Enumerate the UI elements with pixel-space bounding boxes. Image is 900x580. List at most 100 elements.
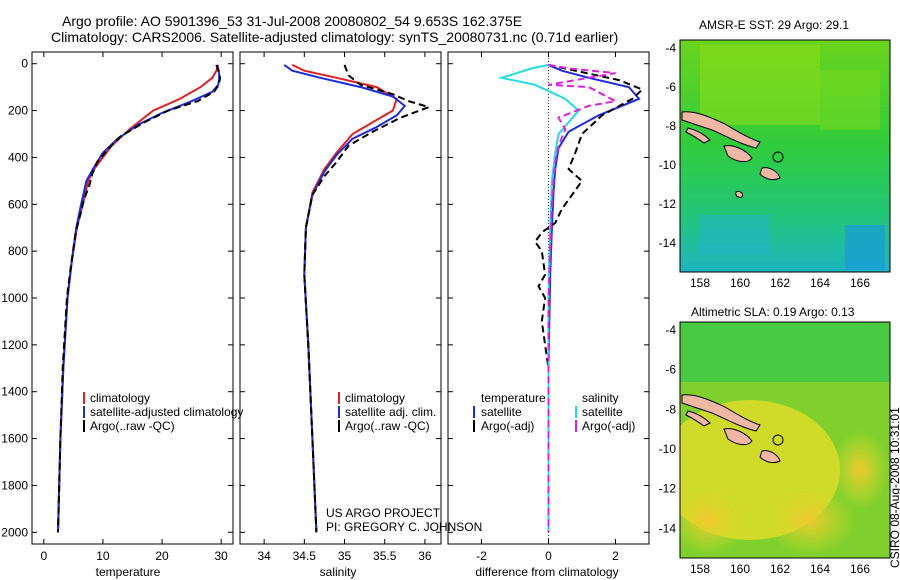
salinity-legend: climatology satellite adj. clim. Argo(..… (338, 391, 436, 433)
float-marker (772, 434, 784, 446)
y-tick-label: 1000 (1, 291, 28, 305)
sla-high-patch (830, 430, 890, 510)
legend-temp-argo: Argo(-adj) (481, 419, 534, 433)
series-line-climatology (291, 63, 399, 533)
sst-cool-patch (700, 215, 770, 255)
x-tick-label: 35 (338, 549, 352, 563)
map-y-tick-label: -4 (665, 41, 676, 55)
pi-credit: PI: GREGORY C. JOHNSON (326, 520, 483, 534)
map-y-tick-label: -6 (665, 80, 676, 94)
sla-upper-band (680, 322, 890, 382)
y-tick-label: 600 (8, 197, 28, 211)
salinity-panel-frame (239, 51, 442, 545)
x-tick-label: 20 (155, 549, 169, 563)
x-tick-label: 0 (545, 549, 552, 563)
sst-islands (681, 111, 781, 198)
sst-map-frame (679, 39, 891, 273)
island (685, 127, 711, 144)
x-tick-label: 36 (418, 549, 432, 563)
salinity-axis-label: salinity (320, 565, 357, 579)
temperature-axis-label: temperature (96, 565, 161, 579)
chart-title-line2: Climatology: CARS2006. Satellite-adjuste… (51, 29, 619, 45)
x-tick-label: 2 (612, 549, 619, 563)
series-line-temperature-satellite (547, 63, 641, 533)
legend-sal-argo: Argo(-adj) (582, 419, 635, 433)
map-x-tick-label: 164 (810, 562, 830, 576)
project-credit: US ARGO PROJECT (326, 506, 441, 520)
y-tick-label: 0 (21, 57, 28, 71)
legend-argo: Argo(..raw -QC) (90, 419, 175, 433)
sst-map (680, 40, 890, 272)
map-x-tick-label: 162 (770, 276, 790, 290)
map-y-tick-label: -14 (659, 521, 677, 535)
map-y-tick-label: -10 (659, 158, 677, 172)
x-tick-label: 10 (96, 549, 110, 563)
sst-cool-patch (845, 225, 885, 270)
x-tick-label: 35.5 (373, 549, 397, 563)
x-tick-label: 34.5 (293, 549, 317, 563)
y-tick-label: 200 (8, 104, 28, 118)
map-x-tick-label: 164 (810, 276, 830, 290)
map-x-tick-label: 160 (730, 562, 750, 576)
legend-sal-satellite: satellite (582, 405, 623, 419)
sla-map (680, 322, 890, 558)
map-x-tick-label: 160 (730, 276, 750, 290)
map-y-tick-label: -12 (659, 197, 677, 211)
sst-warm-patch (700, 45, 820, 125)
map-x-tick-label: 166 (850, 276, 870, 290)
y-tick-label: 1600 (1, 432, 28, 446)
map-y-tick-label: -14 (659, 236, 677, 250)
map-y-tick-label: -8 (665, 402, 676, 416)
sla-high-patch (764, 484, 856, 556)
sla-map-frame (679, 321, 891, 559)
y-tick-label: 1400 (1, 385, 28, 399)
legend-satellite-adj: satellite adj. clim. (345, 405, 436, 419)
series-line-salinity-argo-adj- (547, 63, 619, 533)
series-line-climatology (57, 64, 220, 533)
float-marker (772, 151, 784, 163)
map-y-tick-label: -8 (665, 119, 676, 133)
y-tick-label: 2000 (1, 525, 28, 539)
x-tick-label: 30 (214, 549, 228, 563)
x-tick-label: -2 (476, 549, 487, 563)
series-line-satellite-adj-clim- (283, 64, 407, 533)
difference-axis-label: difference from climatology (475, 565, 618, 579)
map-x-tick-label: 162 (770, 562, 790, 576)
series-line-satellite-adjusted-climatology (57, 64, 221, 533)
y-tick-label: 1800 (1, 478, 28, 492)
sla-islands (681, 394, 781, 464)
legend-header-temperature: temperature (481, 391, 546, 405)
legend-climatology: climatology (345, 391, 405, 405)
legend-argo: Argo(..raw -QC) (345, 419, 430, 433)
island (759, 450, 781, 464)
sst-map-title: AMSR-E SST: 29 Argo: 29.1 (699, 18, 850, 32)
map-x-tick-label: 158 (690, 276, 710, 290)
chart-title-line1: Argo profile: AO 5901396_53 31-Jul-2008 … (62, 13, 523, 29)
island (685, 410, 711, 427)
y-tick-label: 1200 (1, 338, 28, 352)
temperature-legend: climatology satellite-adjusted climatolo… (83, 391, 243, 433)
series-line-argo-raw-qc- (57, 64, 222, 533)
island (681, 394, 761, 432)
map-y-tick-label: -10 (659, 442, 677, 456)
legend-satellite-adjusted: satellite-adjusted climatology (90, 405, 243, 419)
island (735, 191, 743, 198)
legend-climatology: climatology (90, 391, 150, 405)
difference-legend: temperature salinity satellite Argo(-adj… (473, 391, 635, 433)
map-x-tick-label: 166 (850, 562, 870, 576)
island (759, 167, 781, 181)
x-tick-label: 34 (257, 549, 271, 563)
map-y-tick-label: -4 (665, 323, 676, 337)
y-tick-label: 400 (8, 150, 28, 164)
sla-map-title: Altimetric SLA: 0.19 Argo: 0.13 (691, 305, 855, 319)
island (723, 428, 753, 446)
y-tick-label: 800 (8, 244, 28, 258)
island (681, 111, 761, 149)
sla-high-patch (680, 484, 748, 556)
series-line-temperature-argo-adj- (533, 63, 645, 533)
island (723, 145, 753, 163)
map-x-tick-label: 158 (690, 562, 710, 576)
legend-header-salinity: salinity (582, 391, 619, 405)
series-line-argo-raw-qc- (303, 64, 433, 533)
